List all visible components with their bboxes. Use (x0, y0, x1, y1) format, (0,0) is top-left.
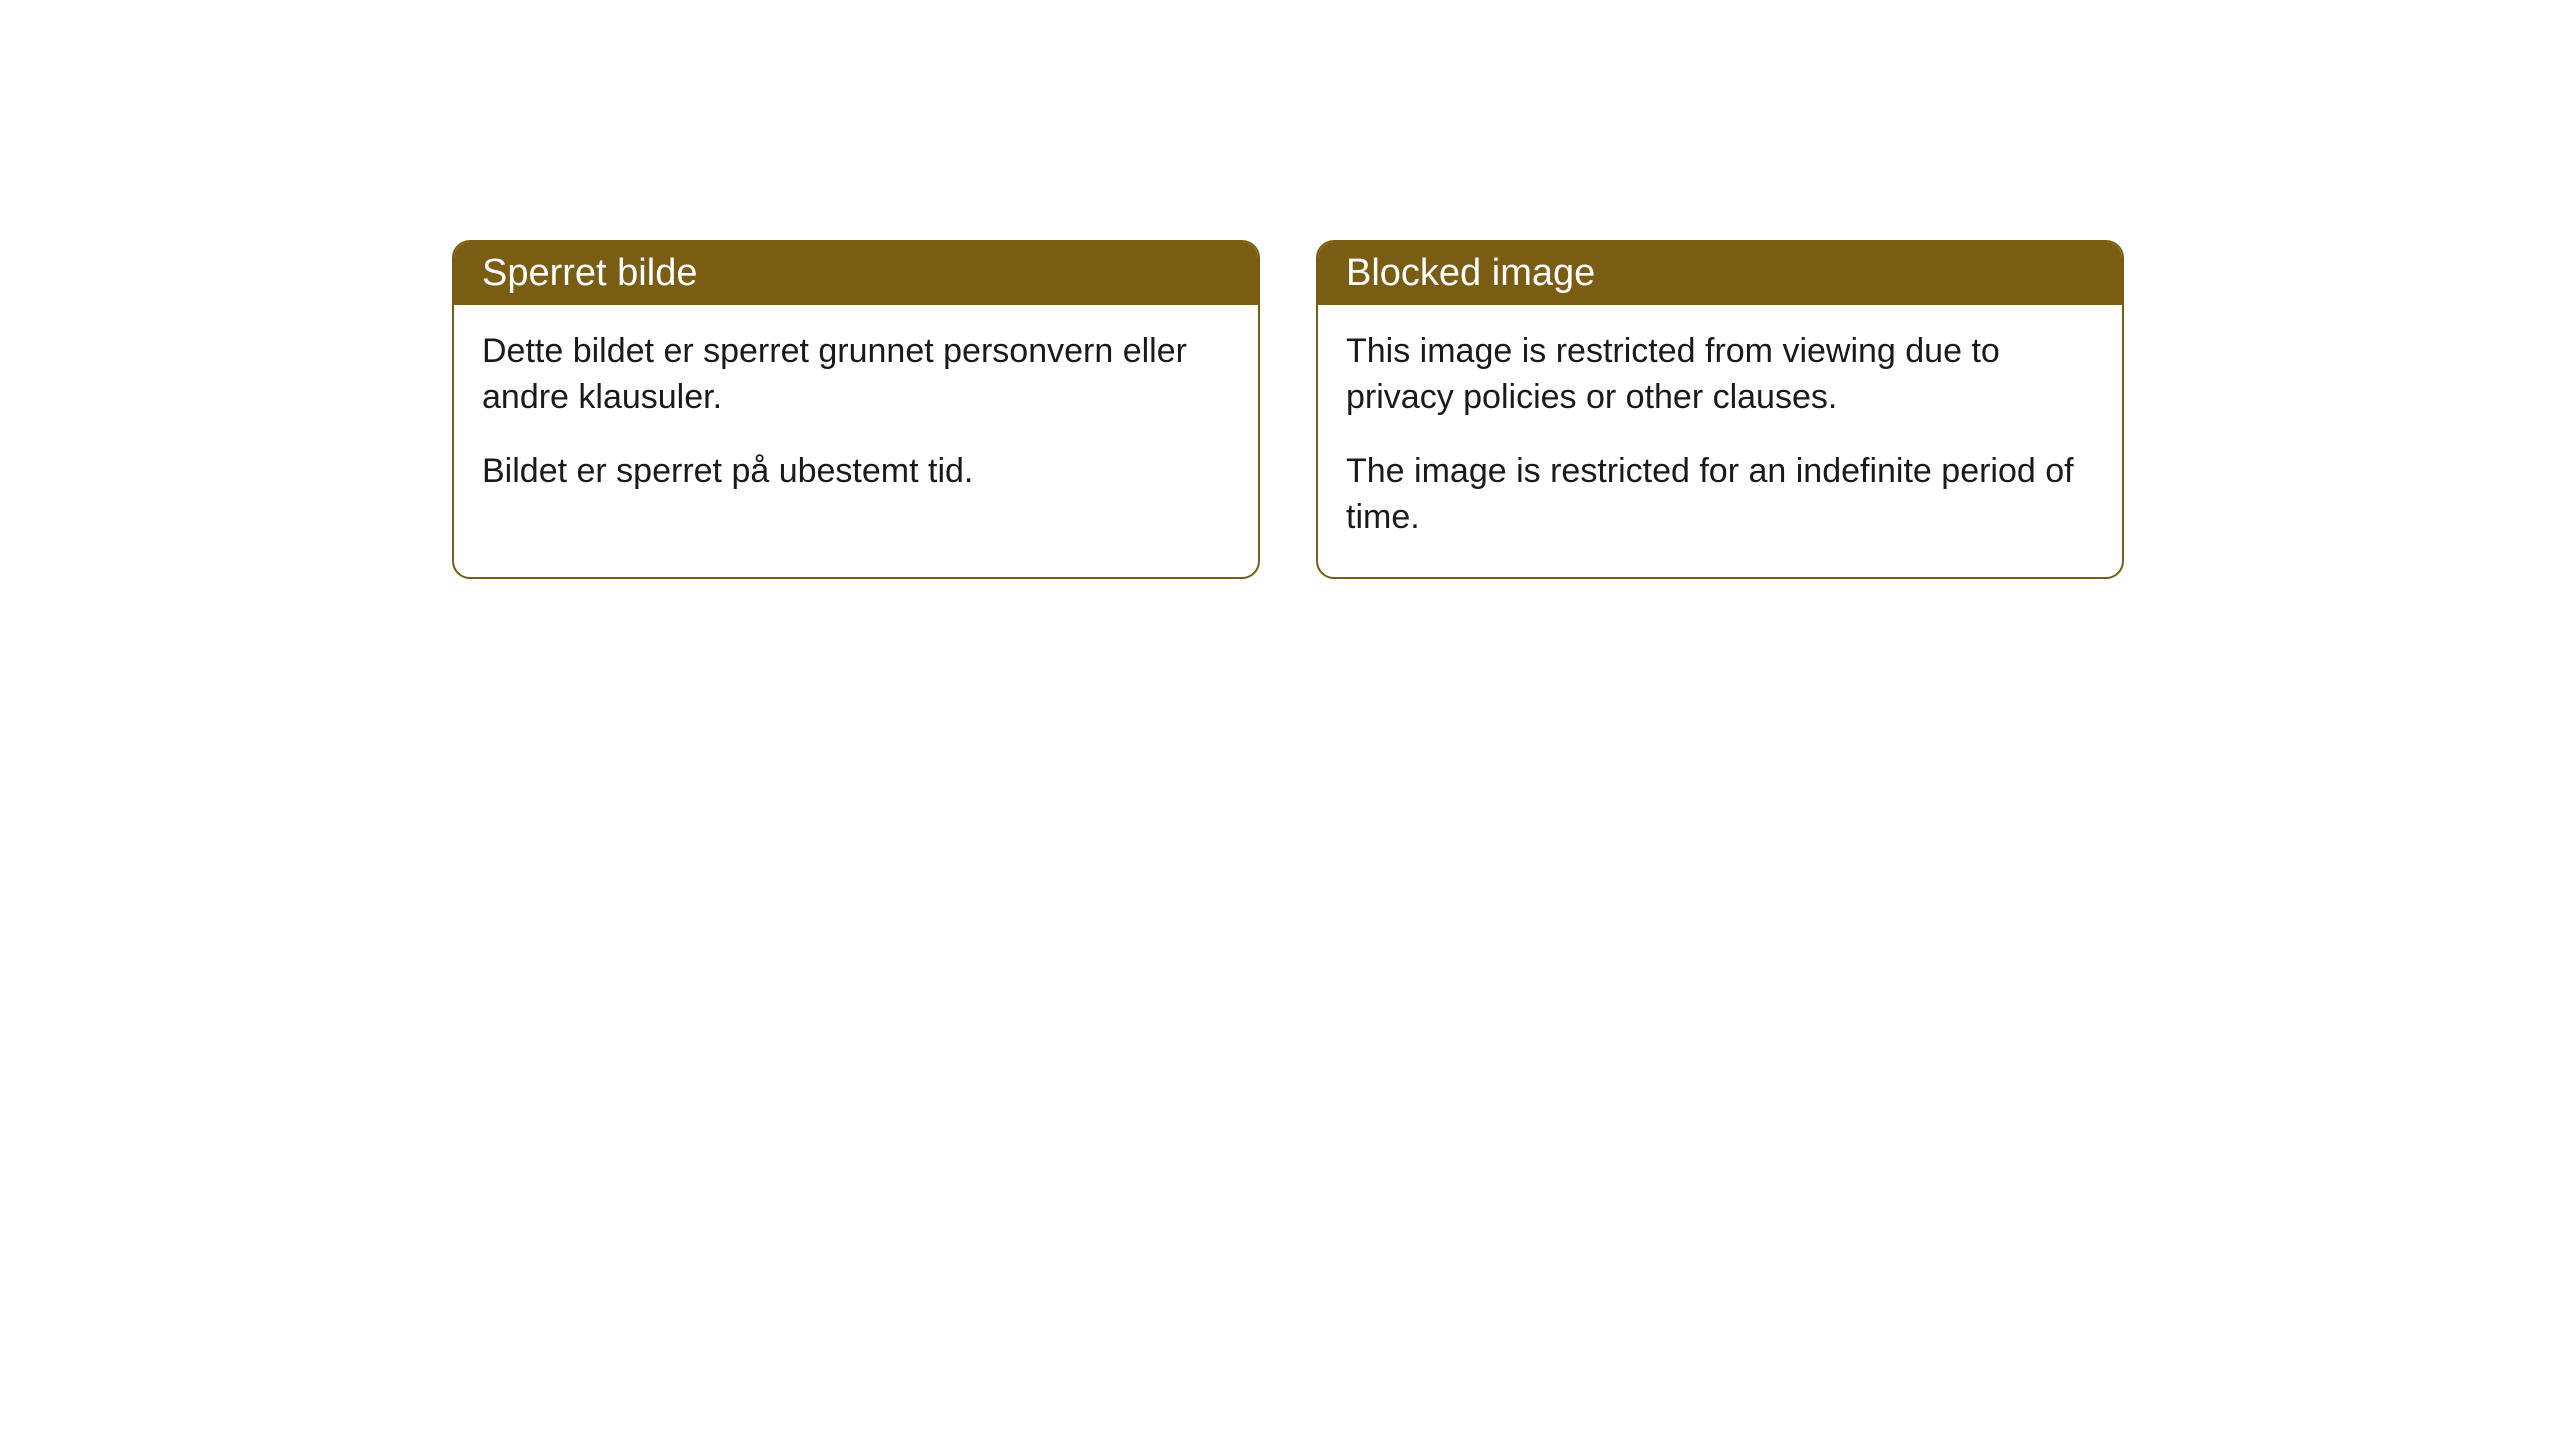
card-paragraph-1: Dette bildet er sperret grunnet personve… (482, 329, 1230, 421)
card-title: Blocked image (1346, 252, 1595, 294)
card-body: Dette bildet er sperret grunnet personve… (454, 305, 1258, 531)
card-header: Sperret bilde (454, 242, 1258, 305)
card-paragraph-2: Bildet er sperret på ubestemt tid. (482, 449, 1230, 495)
notice-cards-container: Sperret bilde Dette bildet er sperret gr… (452, 240, 2560, 579)
card-title: Sperret bilde (482, 252, 697, 294)
card-header: Blocked image (1318, 242, 2122, 305)
card-paragraph-1: This image is restricted from viewing du… (1346, 329, 2094, 421)
card-paragraph-2: The image is restricted for an indefinit… (1346, 449, 2094, 541)
notice-card-norwegian: Sperret bilde Dette bildet er sperret gr… (452, 240, 1260, 579)
notice-card-english: Blocked image This image is restricted f… (1316, 240, 2124, 579)
card-body: This image is restricted from viewing du… (1318, 305, 2122, 577)
